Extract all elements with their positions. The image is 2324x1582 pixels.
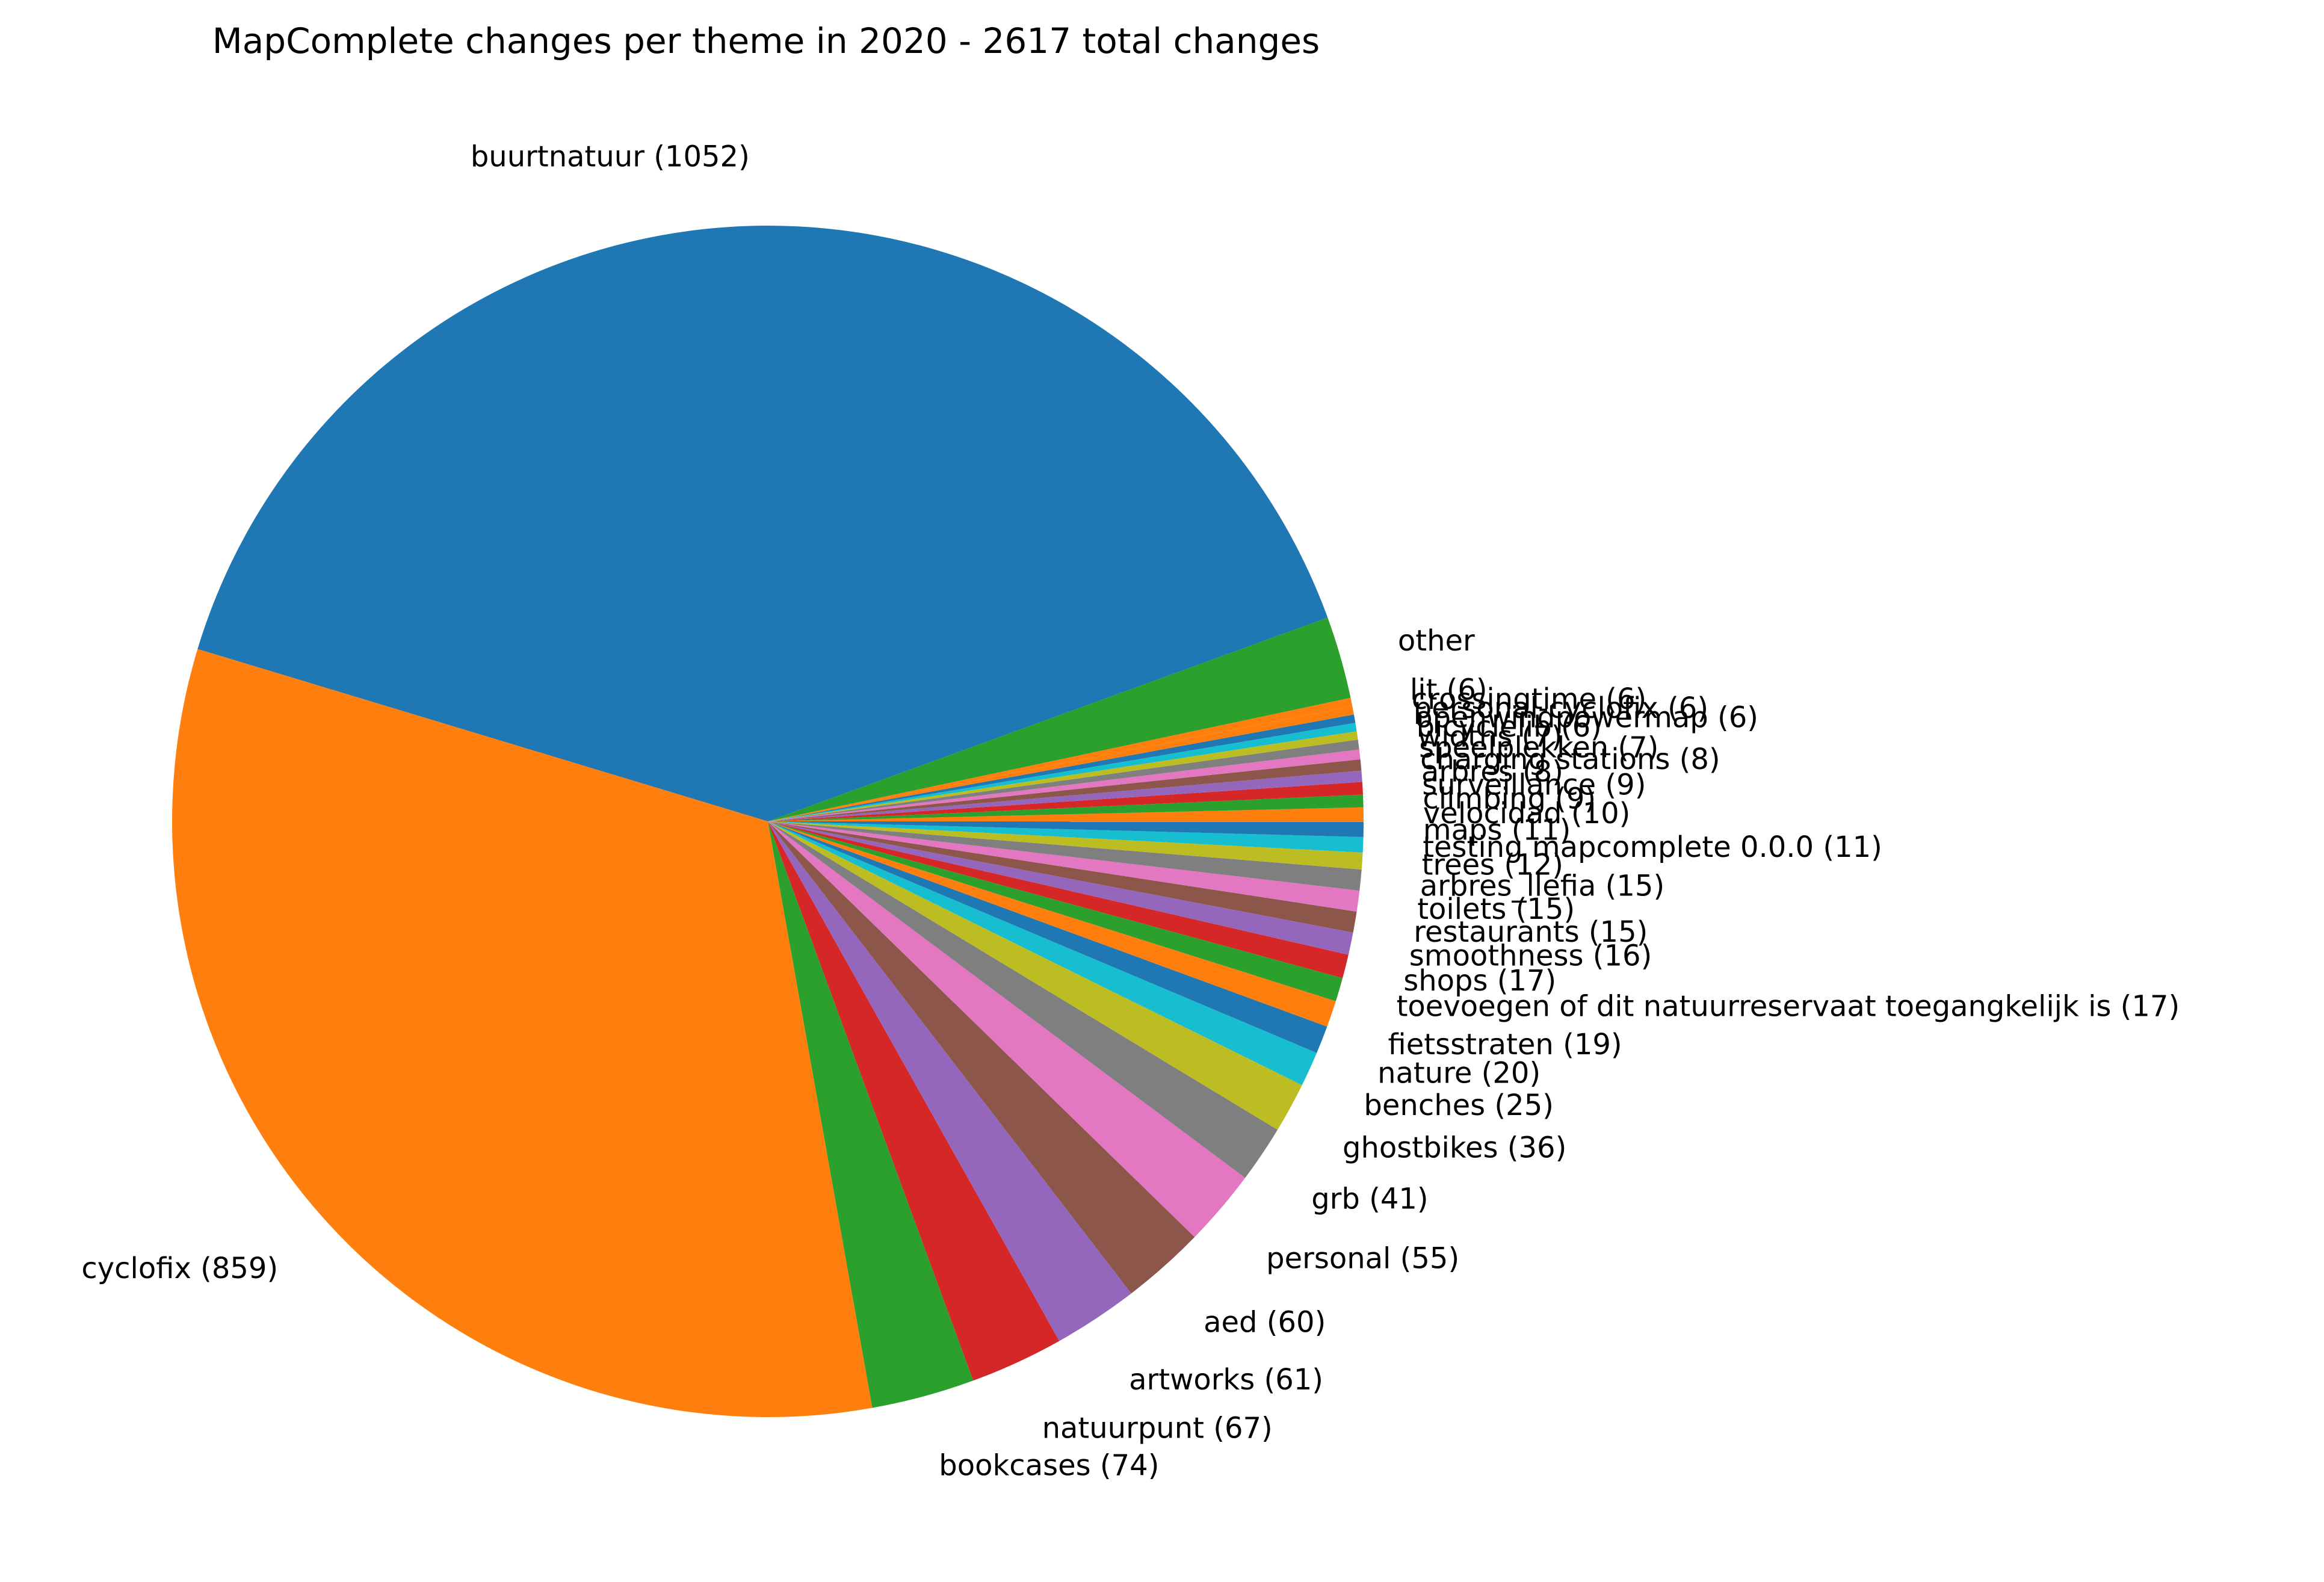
slice-label-cyclofix: cyclofix (859) <box>81 1252 278 1285</box>
slice-label-toevoegen-of-dit-natuurreservaat-toegangkelijk-is: toevoegen of dit natuurreservaat toegang… <box>1397 990 2180 1024</box>
slice-label-smoothness: smoothness (16) <box>1409 939 1652 973</box>
pie-slice-surveillance <box>768 782 1363 821</box>
slice-label-fietsstraten: fietsstraten (19) <box>1388 1028 1622 1061</box>
pie-slice-fietsstraten <box>768 821 1336 1027</box>
slice-label-grb: grb (41) <box>1311 1182 1428 1216</box>
slice-label-velocidad: velocidad (10) <box>1423 797 1631 830</box>
pie-slice-openwindpowermap <box>768 723 1357 821</box>
slice-label-arbres-llefia: arbres_llefia (15) <box>1420 869 1664 903</box>
slice-label-widths: widths (7) <box>1418 720 1563 754</box>
slice-label-ghostbikes: ghostbikes (36) <box>1343 1131 1566 1165</box>
slice-label-natuurpunt: natuurpunt (67) <box>1042 1411 1273 1445</box>
pie-slice-restaurants <box>768 821 1357 933</box>
pie-slice-personal <box>768 821 1246 1237</box>
slice-label-restaurants: restaurants (15) <box>1414 915 1648 949</box>
pie-slice-buurtnatuur <box>197 225 1328 821</box>
slice-label-other: other <box>1398 624 1475 658</box>
pie-slice-bookcases <box>768 821 974 1408</box>
slice-label-shops: shops (17) <box>1403 964 1556 998</box>
pie-slice-personal-cyclofix <box>768 714 1356 821</box>
pie-slice-crossingtime <box>768 706 1354 821</box>
pie-slice-arbres <box>768 770 1362 821</box>
slice-label-charging-stations: charging stations (8) <box>1420 743 1720 776</box>
slice-label-maps: maps (11) <box>1423 813 1571 847</box>
pie-slices <box>172 225 1364 1417</box>
slice-label-openwindpowermap: openwindpowermap (6) <box>1415 701 1758 735</box>
pie-slice-grb <box>768 821 1278 1178</box>
slice-label-lit: lit (6) <box>1410 673 1488 707</box>
slice-label-crossingtime: crossingtime (6) <box>1412 682 1646 716</box>
pie-slice-ghostbikes <box>768 821 1302 1130</box>
pie-slice-bicyclelib <box>768 731 1358 821</box>
slice-label-bicyclelib: bicyclelib (6) <box>1417 710 1602 744</box>
slice-label-benches: benches (25) <box>1364 1089 1554 1122</box>
pie-slice-lit <box>768 697 1353 821</box>
pie-slice-trees <box>768 821 1363 870</box>
pie-slice-other <box>768 617 1351 821</box>
pie-labels: buurtnatuur (1052) cyclofix (859) bookcase… <box>81 140 2180 1482</box>
pie-slice-natuurpunt <box>768 821 1060 1381</box>
slice-label-bookcases: bookcases (74) <box>939 1448 1159 1482</box>
pie-slice-velocidad <box>768 807 1364 822</box>
pie-slice-testing-mapcomplete-0-0-0 <box>768 821 1364 853</box>
pie-slice-speelplekken <box>768 749 1361 821</box>
pie-slice-smoothness <box>768 821 1353 955</box>
slice-label-personal-cyclofix: personal-cyclofix (6) <box>1414 691 1708 725</box>
pie-slice-artworks <box>768 821 1131 1341</box>
pie-slice-climbing <box>768 794 1364 821</box>
slice-label-personal: personal (55) <box>1266 1241 1459 1275</box>
slice-label-aed: aed (60) <box>1204 1306 1326 1339</box>
pie-slice-maps <box>768 821 1364 837</box>
pie-slice-benches <box>768 821 1317 1086</box>
slice-label-testing-mapcomplete-0-0-0: testing mapcomplete 0.0.0 (11) <box>1423 830 1882 864</box>
slice-label-buurtnatuur: buurtnatuur (1052) <box>471 140 750 173</box>
slice-label-speelplekken: speelplekken (7) <box>1419 731 1658 765</box>
slice-label-nature: nature (20) <box>1377 1057 1541 1090</box>
pie-slice-shops <box>768 821 1349 978</box>
pie-slice-charging-stations <box>768 759 1362 821</box>
pie-slice-cyclofix <box>172 649 873 1417</box>
slice-label-trees: trees (12) <box>1422 848 1563 882</box>
slice-label-artworks: artworks (61) <box>1129 1363 1323 1397</box>
slice-label-surveillance: surveillance (9) <box>1422 768 1646 802</box>
slice-label-arbres: arbres (8) <box>1421 755 1563 788</box>
pie-slice-aed <box>768 821 1195 1294</box>
pie-slice-widths <box>768 740 1359 821</box>
slice-label-toilets: toilets (15) <box>1417 892 1575 926</box>
slice-label-climbing: climbing (9) <box>1423 782 1596 816</box>
chart-title: MapComplete changes per theme in 2020 - … <box>212 20 1320 61</box>
pie-slice-arbres-llefia <box>768 821 1362 891</box>
pie-slice-toevoegen-of-dit-natuurreservaat-toegangkelijk-is <box>768 821 1343 1001</box>
pie-slice-nature <box>768 821 1327 1053</box>
pie-slice-toilets <box>768 821 1360 912</box>
